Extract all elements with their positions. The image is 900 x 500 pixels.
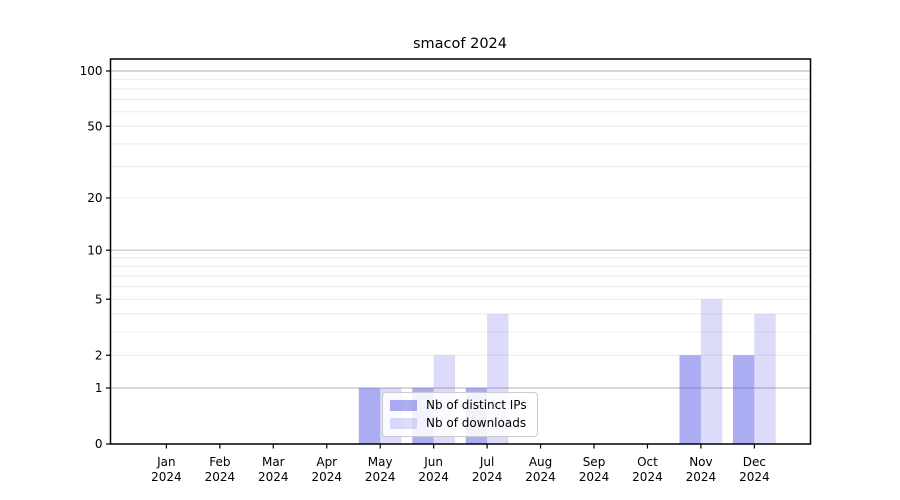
legend: Nb of distinct IPs Nb of downloads <box>382 392 538 437</box>
bar-downloads-dec-2024 <box>754 313 776 444</box>
y-tick-label-2: 2 <box>95 348 103 362</box>
x-tick-label-jan: Jan 2024 <box>151 455 182 484</box>
legend-item-distinct-ips: Nb of distinct IPs <box>390 398 527 413</box>
y-tick-label-5: 5 <box>95 292 103 306</box>
y-tick-label-0: 0 <box>95 437 103 451</box>
x-tick-label-may: May 2024 <box>365 455 396 484</box>
bar-distinct-ips-nov-2024 <box>679 355 701 444</box>
legend-swatch-downloads <box>390 418 417 429</box>
x-tick-label-sep: Sep 2024 <box>579 455 610 484</box>
bar-downloads-nov-2024 <box>700 299 723 444</box>
legend-label-distinct-ips: Nb of distinct IPs <box>426 398 527 412</box>
legend-label-downloads: Nb of downloads <box>426 416 527 430</box>
y-tick-label-100: 100 <box>80 64 103 78</box>
bar-distinct-ips-may-2024 <box>358 387 381 444</box>
legend-item-downloads: Nb of downloads <box>390 416 527 431</box>
y-tick-label-20: 20 <box>87 191 102 205</box>
y-tick-label-50: 50 <box>87 119 102 133</box>
legend-swatch-distinct-ips <box>390 400 417 411</box>
y-tick-label-1: 1 <box>95 381 103 395</box>
chart-title: smacof 2024 <box>412 36 508 52</box>
plot-frame <box>109 58 812 445</box>
x-tick-label-aug: Aug 2024 <box>525 455 556 484</box>
x-tick-label-oct: Oct 2024 <box>632 455 663 484</box>
x-tick-label-dec: Dec 2024 <box>739 455 770 484</box>
x-tick-label-nov: Nov 2024 <box>686 455 717 484</box>
x-tick-label-jul: Jul 2024 <box>472 455 503 484</box>
x-tick-label-apr: Apr 2024 <box>311 455 342 484</box>
bar-distinct-ips-dec-2024 <box>732 355 755 444</box>
x-tick-label-feb: Feb 2024 <box>205 455 236 484</box>
x-tick-label-mar: Mar 2024 <box>258 455 289 484</box>
x-tick-label-jun: Jun 2024 <box>418 455 449 484</box>
y-tick-label-10: 10 <box>87 243 102 257</box>
